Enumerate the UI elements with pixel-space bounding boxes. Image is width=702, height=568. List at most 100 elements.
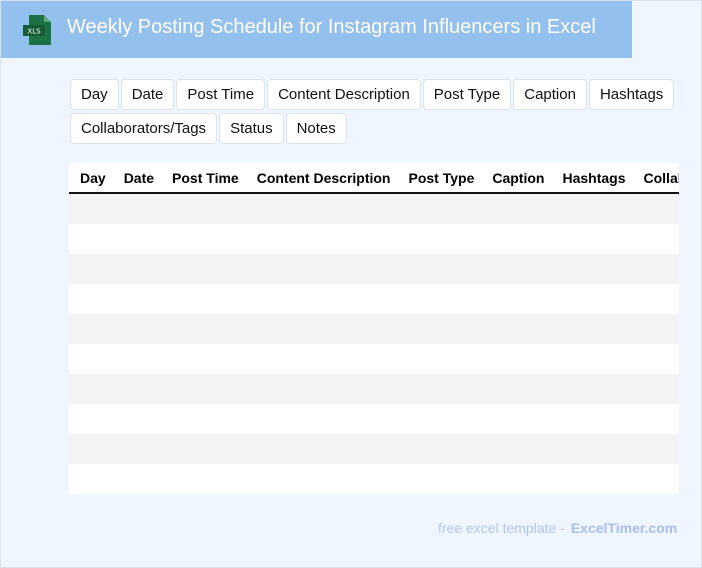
table-cell[interactable] bbox=[397, 464, 481, 494]
table-cell[interactable] bbox=[161, 404, 246, 434]
table-cell[interactable] bbox=[246, 404, 398, 434]
table-cell[interactable] bbox=[551, 404, 632, 434]
table-cell[interactable] bbox=[397, 314, 482, 344]
table-cell[interactable] bbox=[161, 224, 246, 254]
table-cell[interactable] bbox=[113, 284, 161, 314]
table-cell[interactable] bbox=[161, 284, 246, 314]
table-cell[interactable] bbox=[69, 254, 113, 284]
chip-hashtags[interactable]: Hashtags bbox=[588, 79, 675, 110]
chip-status[interactable]: Status bbox=[219, 113, 284, 144]
table-cell[interactable] bbox=[161, 193, 246, 224]
column-chips: Day Date Post Time Content Description Post … bbox=[70, 79, 680, 144]
chip-post-type[interactable]: Post Type bbox=[422, 79, 512, 110]
chip-post-time[interactable]: Post Time bbox=[176, 79, 266, 110]
table-cell[interactable] bbox=[551, 314, 633, 344]
chip-collaborators-tags[interactable]: Collaborators/Tags bbox=[70, 113, 218, 144]
chip-date[interactable]: Date bbox=[120, 79, 175, 110]
column-header: Day bbox=[69, 163, 113, 194]
table-cell[interactable] bbox=[161, 374, 246, 404]
table-cell[interactable] bbox=[481, 404, 551, 434]
table-cell[interactable] bbox=[69, 464, 113, 494]
table-cell[interactable] bbox=[633, 464, 680, 494]
table-cell[interactable] bbox=[632, 193, 679, 224]
table-cell[interactable] bbox=[69, 404, 113, 434]
table-cell[interactable] bbox=[161, 344, 246, 374]
table-cell[interactable] bbox=[245, 374, 398, 404]
table-cell[interactable] bbox=[551, 193, 633, 224]
footer-text: free excel template - bbox=[438, 520, 565, 536]
table-cell[interactable] bbox=[633, 404, 680, 434]
table-cell[interactable] bbox=[551, 434, 633, 464]
table-cell[interactable] bbox=[246, 284, 398, 314]
table-cell[interactable] bbox=[69, 314, 113, 344]
table-cell[interactable] bbox=[633, 344, 680, 374]
table-cell[interactable] bbox=[161, 314, 246, 344]
table-cell[interactable] bbox=[112, 374, 162, 404]
table-cell[interactable] bbox=[632, 314, 679, 344]
table-cell[interactable] bbox=[113, 404, 161, 434]
table-cell[interactable] bbox=[481, 193, 552, 224]
table-cell[interactable] bbox=[481, 374, 552, 404]
table-cell[interactable] bbox=[397, 434, 482, 464]
table-cell[interactable] bbox=[551, 224, 632, 254]
table-cell[interactable] bbox=[112, 193, 162, 224]
table-cell[interactable] bbox=[245, 314, 398, 344]
table-cell[interactable] bbox=[246, 344, 398, 374]
table-cell[interactable] bbox=[112, 314, 162, 344]
table-cell[interactable] bbox=[481, 224, 551, 254]
table-cell[interactable] bbox=[481, 344, 551, 374]
table-cell[interactable] bbox=[481, 284, 551, 314]
table-cell[interactable] bbox=[481, 254, 552, 284]
column-header: Date bbox=[112, 163, 162, 194]
table-cell[interactable] bbox=[481, 464, 551, 494]
table-cell[interactable] bbox=[397, 404, 481, 434]
table-cell[interactable] bbox=[161, 464, 246, 494]
table-cell[interactable] bbox=[632, 374, 679, 404]
table-cell[interactable] bbox=[632, 434, 679, 464]
table-cell[interactable] bbox=[551, 464, 632, 494]
table-cell[interactable] bbox=[397, 224, 481, 254]
table-row bbox=[69, 254, 679, 284]
table-row bbox=[69, 224, 679, 254]
table-cell[interactable] bbox=[112, 434, 162, 464]
table-cell[interactable] bbox=[112, 254, 162, 284]
table-cell[interactable] bbox=[397, 374, 482, 404]
table-row bbox=[69, 374, 679, 404]
table-cell[interactable] bbox=[551, 344, 632, 374]
table-cell[interactable] bbox=[69, 434, 113, 464]
table-cell[interactable] bbox=[551, 374, 633, 404]
table-cell[interactable] bbox=[113, 224, 161, 254]
table-cell[interactable] bbox=[246, 224, 398, 254]
chip-content-description[interactable]: Content Description bbox=[267, 79, 421, 110]
chip-notes[interactable]: Notes bbox=[285, 113, 347, 144]
table-cell[interactable] bbox=[551, 254, 633, 284]
column-header: Hashtags bbox=[551, 163, 633, 194]
table-cell[interactable] bbox=[69, 193, 113, 224]
table-cell[interactable] bbox=[113, 464, 161, 494]
table-cell[interactable] bbox=[113, 344, 161, 374]
table-cell[interactable] bbox=[69, 224, 113, 254]
table-cell[interactable] bbox=[245, 254, 398, 284]
table-cell[interactable] bbox=[551, 284, 632, 314]
footer-brand-link[interactable]: ExcelTimer.com bbox=[570, 520, 678, 536]
column-header: Content Description bbox=[245, 163, 398, 194]
table-cell[interactable] bbox=[632, 254, 679, 284]
chip-caption[interactable]: Caption bbox=[513, 79, 587, 110]
table-cell[interactable] bbox=[245, 193, 398, 224]
table-cell[interactable] bbox=[69, 284, 113, 314]
chip-day[interactable]: Day bbox=[70, 79, 119, 110]
table-cell[interactable] bbox=[397, 284, 481, 314]
table-cell[interactable] bbox=[161, 434, 246, 464]
table-cell[interactable] bbox=[246, 464, 398, 494]
table-cell[interactable] bbox=[161, 254, 246, 284]
table-cell[interactable] bbox=[481, 434, 552, 464]
table-cell[interactable] bbox=[397, 254, 482, 284]
table-cell[interactable] bbox=[69, 374, 113, 404]
table-cell[interactable] bbox=[397, 193, 482, 224]
table-cell[interactable] bbox=[633, 224, 680, 254]
table-cell[interactable] bbox=[69, 344, 113, 374]
table-cell[interactable] bbox=[245, 434, 398, 464]
table-cell[interactable] bbox=[633, 284, 680, 314]
table-cell[interactable] bbox=[397, 344, 481, 374]
table-cell[interactable] bbox=[481, 314, 552, 344]
